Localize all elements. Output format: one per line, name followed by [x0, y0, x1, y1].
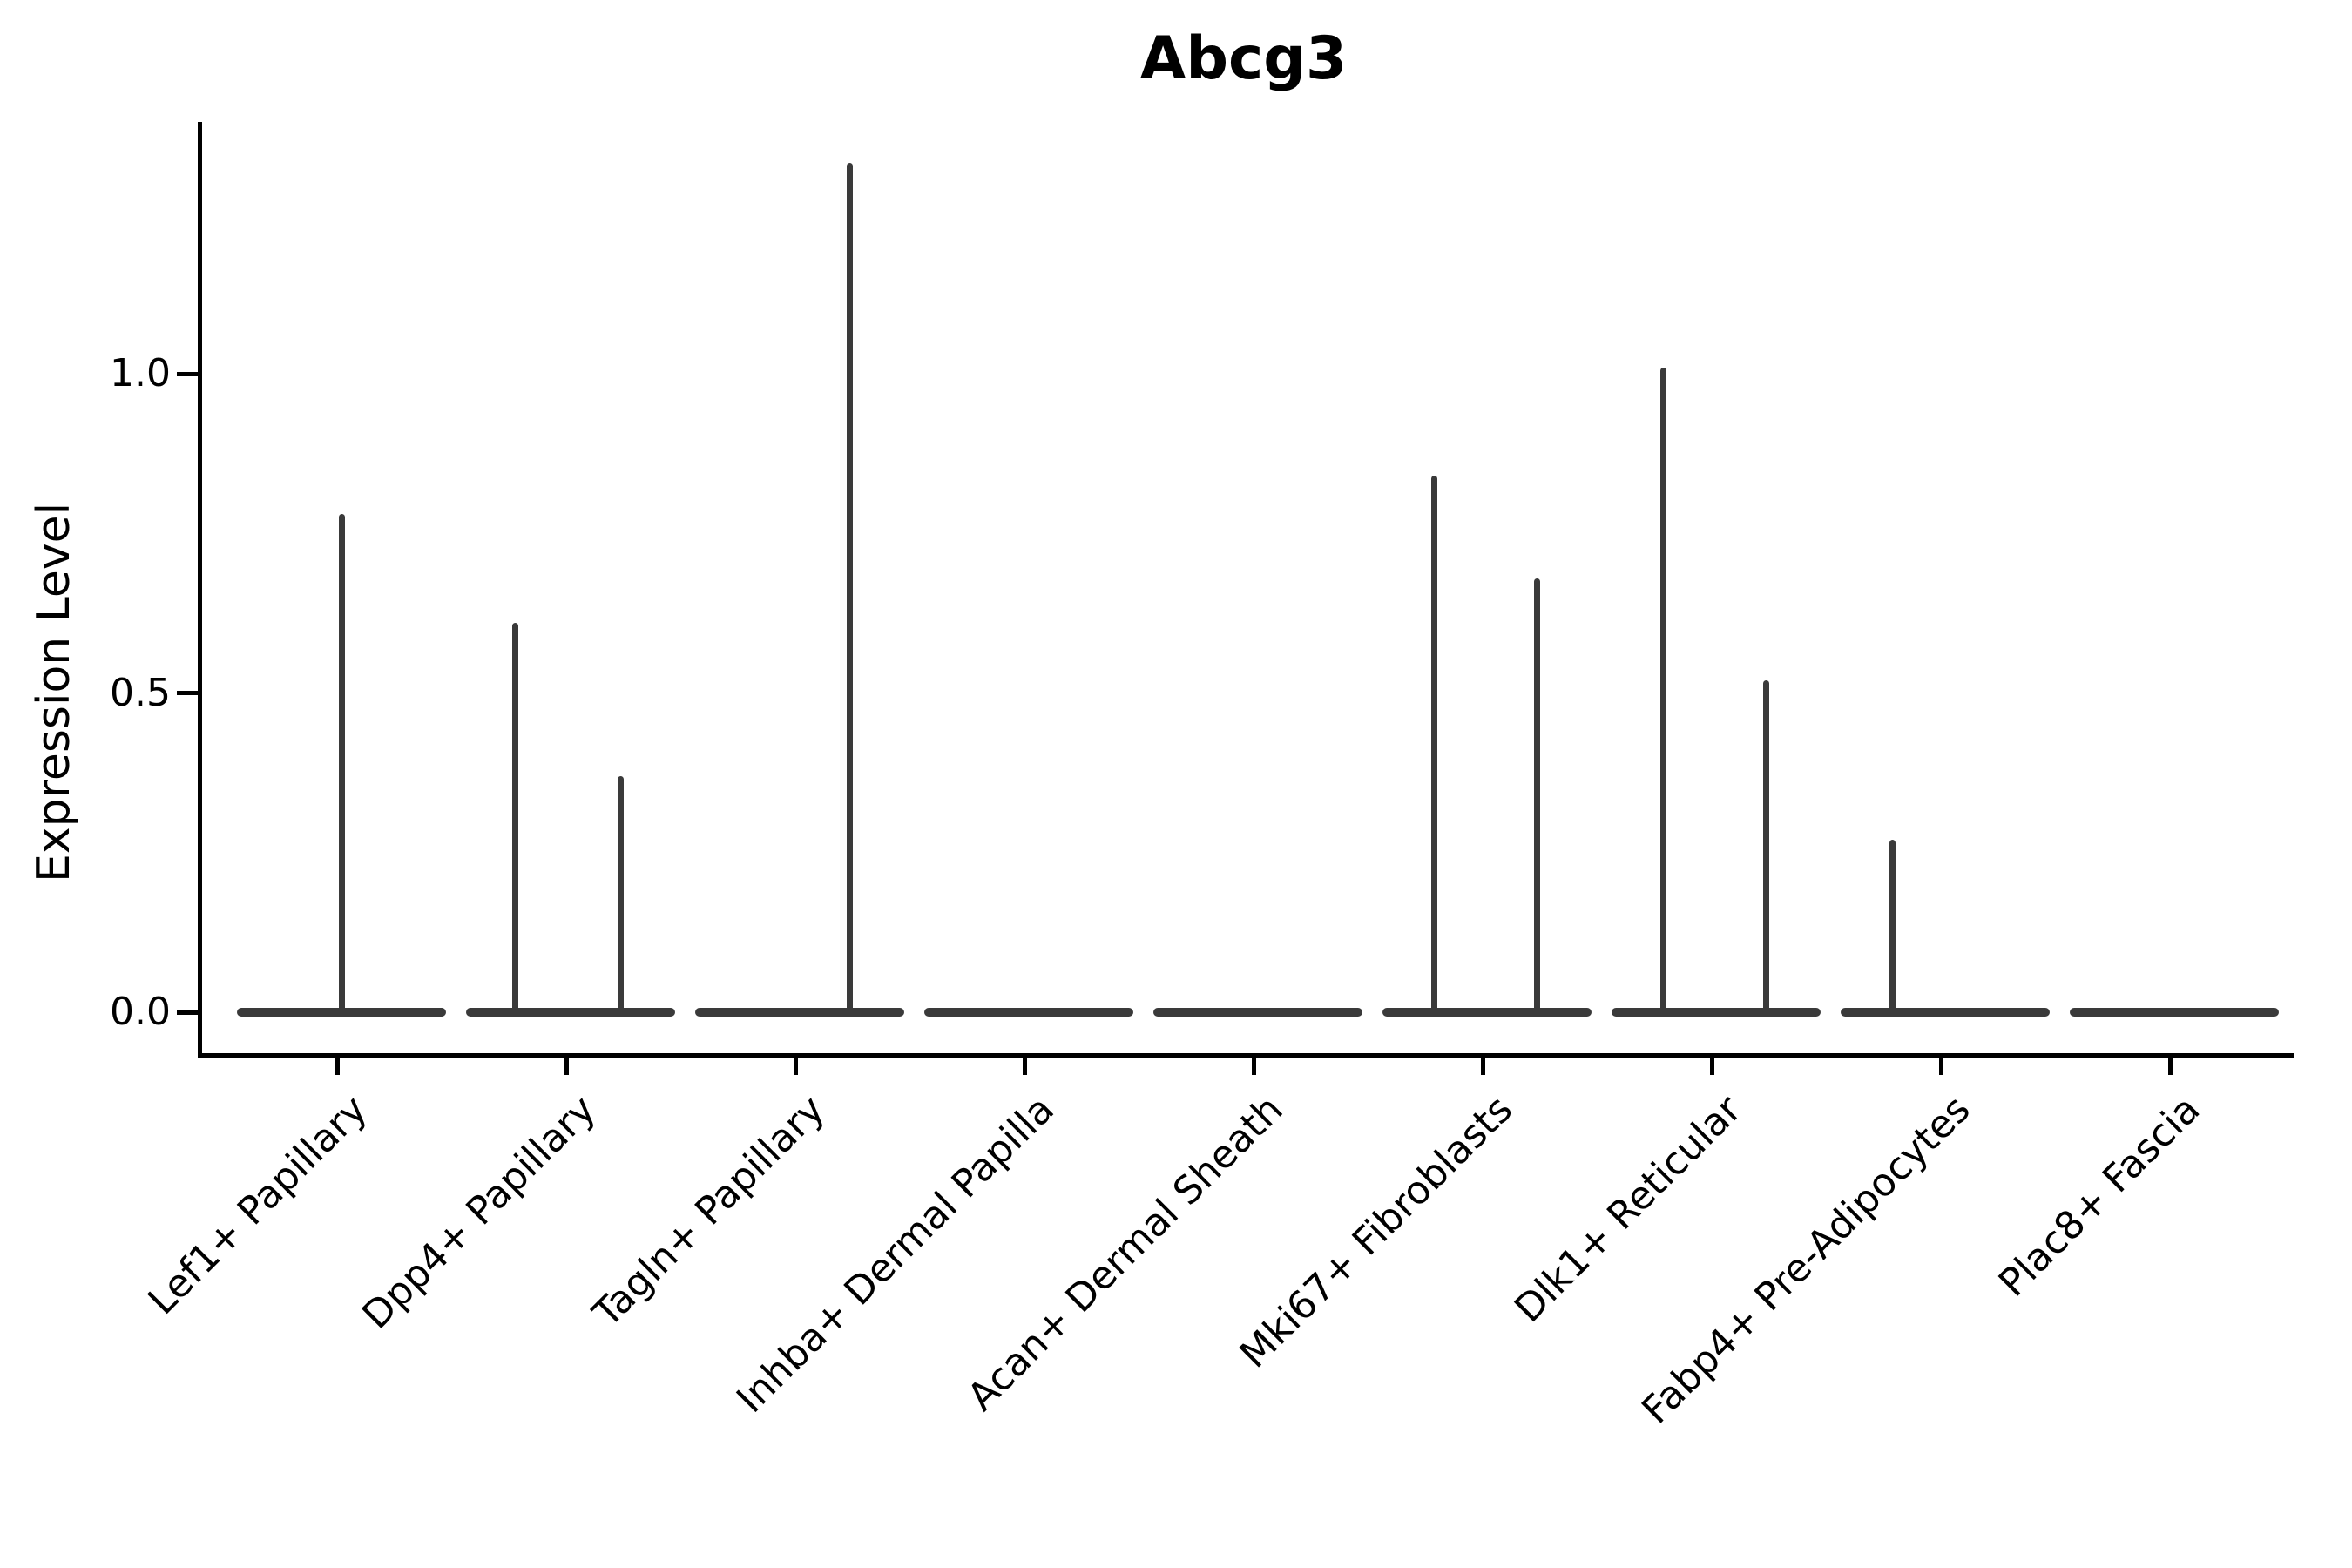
violin-base — [1153, 1008, 1362, 1017]
violin-base — [1612, 1008, 1821, 1017]
x-tick-mark — [1251, 1058, 1256, 1075]
x-tick-mark — [1709, 1058, 1714, 1075]
x-tick-label: Dpp4+ Papillary — [354, 1087, 605, 1338]
violin-base — [2070, 1008, 2279, 1017]
x-tick-mark — [1480, 1058, 1485, 1075]
violin-base — [695, 1008, 904, 1017]
x-tick-mark — [564, 1058, 569, 1075]
violin-peak — [1660, 367, 1666, 1012]
violin-peak — [1534, 578, 1541, 1012]
violin-base — [1382, 1008, 1592, 1017]
x-tick-mark — [1022, 1058, 1027, 1075]
y-tick-mark — [177, 371, 198, 376]
violin-peak — [618, 775, 625, 1012]
x-tick-mark — [2167, 1058, 2173, 1075]
violin-base — [1841, 1008, 2050, 1017]
violin-base — [237, 1008, 446, 1017]
x-tick-mark — [335, 1058, 340, 1075]
y-tick-mark — [177, 691, 198, 695]
x-tick-mark — [1938, 1058, 1943, 1075]
violin-peak — [1431, 476, 1437, 1012]
violin-peak — [1889, 840, 1896, 1012]
x-tick-mark — [793, 1058, 798, 1075]
y-tick-mark — [177, 1010, 198, 1015]
y-tick-label: 1.0 — [110, 351, 171, 395]
x-tick-label: Lef1+ Papillary — [139, 1087, 376, 1324]
violin-base — [466, 1008, 675, 1017]
y-tick-label: 0.5 — [110, 670, 171, 715]
y-tick-label: 0.0 — [110, 990, 171, 1034]
violin-peak — [338, 514, 345, 1012]
violin-peak — [1763, 679, 1770, 1012]
violin-base — [924, 1008, 1133, 1017]
chart-title: Abcg3 — [1139, 24, 1348, 93]
x-tick-label: Dlk1+ Reticular — [1506, 1087, 1751, 1331]
violin-peak — [847, 163, 854, 1012]
violin-peak — [512, 622, 519, 1012]
x-tick-label: Plac8+ Fascia — [1990, 1087, 2209, 1306]
x-tick-label: Tagln+ Papillary — [585, 1087, 835, 1336]
plot-area — [198, 122, 2294, 1058]
